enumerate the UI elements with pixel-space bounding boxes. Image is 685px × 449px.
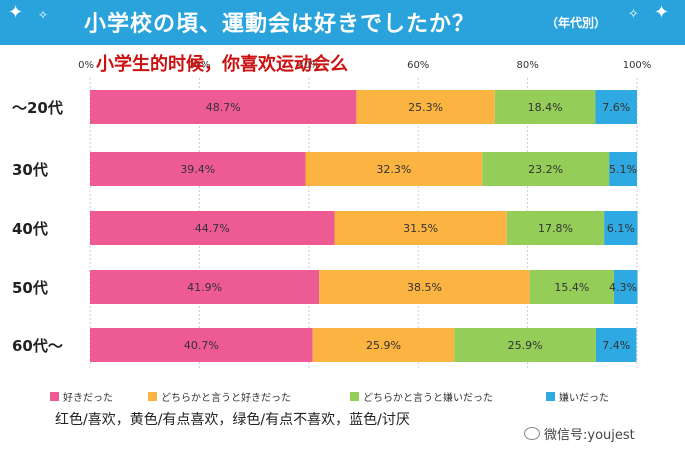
legend-swatch <box>350 392 359 401</box>
bar-segment <box>356 90 495 124</box>
x-tick-label: 100% <box>623 60 652 71</box>
legend-item: どちらかと言うと好きだった <box>148 389 291 404</box>
legend-item: 好きだった <box>50 389 113 404</box>
sparkle-icon: ✧ <box>628 7 639 22</box>
wechat-icon <box>524 427 540 440</box>
category-label: 60代～ <box>12 337 63 355</box>
sparkle-icon: ✦ <box>654 2 670 23</box>
data-label: 41.9% <box>187 281 222 294</box>
title-bar: ✦ ✧ ✧ ✦ 小学校の頃、運動会は好きでしたか？ （年代別） <box>0 0 685 45</box>
bar-segment <box>454 328 596 362</box>
legend-label: どちらかと言うと好きだった <box>161 393 291 404</box>
watermark-text: 微信号:youjest <box>544 428 635 443</box>
legend-label: どちらかと言うと嫌いだった <box>363 393 493 404</box>
bar-segment <box>482 152 610 186</box>
bar-segment <box>319 270 530 304</box>
legend-swatch <box>50 392 59 401</box>
x-tick-label: 40% <box>298 60 320 71</box>
category-label: ～20代 <box>12 99 63 117</box>
bar-segment <box>506 211 605 245</box>
data-label: 44.7% <box>195 222 230 235</box>
sparkle-icon: ✧ <box>38 8 49 22</box>
data-label: 25.9% <box>508 339 543 352</box>
category-label: 30代 <box>12 161 48 179</box>
legend-swatch <box>148 392 157 401</box>
bar-segment <box>595 90 637 124</box>
data-label: 23.2% <box>528 163 563 176</box>
bar-segment <box>305 152 483 186</box>
data-label: 25.9% <box>366 339 401 352</box>
data-label: 15.4% <box>554 281 589 294</box>
bar-segment <box>90 328 313 362</box>
bar-segment <box>334 211 507 245</box>
sparkle-icon: ✦ <box>8 2 24 23</box>
bar-segment <box>595 328 637 362</box>
data-label: 5.1% <box>609 163 637 176</box>
bar-segment <box>529 270 615 304</box>
watermark: 微信号:youjest <box>524 424 635 443</box>
data-label: 40.7% <box>184 339 219 352</box>
data-label: 31.5% <box>403 222 438 235</box>
data-label: 4.3% <box>609 281 637 294</box>
data-label: 38.5% <box>407 281 442 294</box>
data-label: 39.4% <box>180 163 215 176</box>
legend-swatch <box>546 392 555 401</box>
chart-title: 小学校の頃、運動会は好きでしたか？ <box>84 12 476 37</box>
bar-segment <box>90 90 357 124</box>
chart-legend: 好きだった どちらかと言うと好きだった どちらかと言うと嫌いだった 嫌いだった <box>50 389 670 404</box>
bar-segment <box>609 152 637 186</box>
bar-segment <box>614 270 638 304</box>
data-label: 18.4% <box>528 101 563 114</box>
legend-item: どちらかと言うと嫌いだった <box>350 389 493 404</box>
legend-label: 嫌いだった <box>559 393 609 404</box>
category-label: 40代 <box>12 220 48 238</box>
x-tick-label: 60% <box>407 60 429 71</box>
data-label: 7.4% <box>602 339 630 352</box>
data-label: 48.7% <box>206 101 241 114</box>
stacked-bar-chart: 0% 20% 40% 60% 80% 100% ～20代 48.7% 25.3% 18.4% 7.6… <box>12 60 652 368</box>
category-label: 50代 <box>12 279 48 297</box>
data-label: 17.8% <box>538 222 573 235</box>
color-caption: 红色/喜欢，黄色/有点喜欢，绿色/有点不喜欢，蓝色/讨厌 <box>55 412 410 428</box>
data-label: 7.6% <box>602 101 630 114</box>
bar-segment <box>90 211 335 245</box>
translation-overlay: 小学生的时候，你喜欢运动会么 <box>96 54 348 75</box>
x-tick-label: 0% <box>78 60 94 71</box>
x-tick-label: 80% <box>516 60 538 71</box>
bar-segment <box>312 328 455 362</box>
legend-item: 嫌いだった <box>546 389 609 404</box>
bar-segment <box>604 211 638 245</box>
x-tick-label: 20% <box>188 60 210 71</box>
legend-label: 好きだった <box>63 393 113 404</box>
chart-subtitle: （年代別） <box>546 16 607 30</box>
bar-segment <box>90 270 320 304</box>
data-label: 25.3% <box>408 101 443 114</box>
data-label: 6.1% <box>607 222 635 235</box>
bar-segment <box>494 90 596 124</box>
data-label: 32.3% <box>376 163 411 176</box>
bar-segment <box>90 152 306 186</box>
